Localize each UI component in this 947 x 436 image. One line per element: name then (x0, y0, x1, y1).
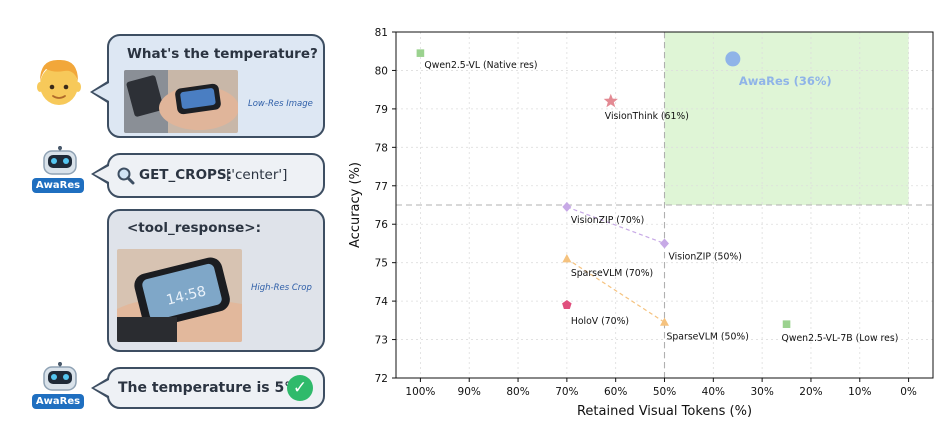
y-tick-label: 81 (375, 27, 388, 39)
x-tick-label: 70% (555, 386, 578, 398)
x-tick-label: 100% (405, 386, 435, 398)
check-icon: ✓ (287, 375, 313, 401)
point-label: SparseVLM (70%) (571, 268, 653, 279)
x-axis-label: Retained Visual Tokens (%) (577, 404, 752, 419)
bubble-tail-fill (94, 380, 109, 396)
point-visionzip-50 (660, 238, 669, 249)
tool-call-bubble: GET_CROPS: ['center'] (107, 153, 325, 198)
low-res-watch-image (124, 70, 238, 133)
point-label: SparseVLM (50%) (667, 331, 749, 342)
point-visionzip-70 (562, 201, 572, 212)
user-question-text: What's the temperature? (127, 46, 318, 62)
x-tick-label: 30% (750, 386, 773, 398)
point-qwen2-5-vl-native-res (416, 49, 425, 57)
y-tick-label: 78 (375, 142, 388, 154)
y-tick-label: 77 (375, 181, 388, 193)
point-qwen2-5-vl-7b-low-res (782, 320, 791, 328)
point-holov-70 (562, 300, 572, 309)
y-tick-label: 80 (375, 65, 388, 77)
bubble-tail-fill (93, 83, 109, 101)
point-label: Qwen2.5-VL (Native res) (424, 60, 537, 71)
y-axis-label: Accuracy (%) (348, 162, 363, 248)
x-tick-label: 0% (900, 386, 917, 398)
x-tick-label: 40% (702, 386, 725, 398)
point-label: VisionThink (61%) (605, 111, 689, 122)
agent-label: AwaRes (32, 394, 84, 409)
connector-line (566, 258, 665, 323)
point-label: VisionZIP (70%) (571, 215, 644, 226)
point-sparsevlm-70 (562, 254, 572, 263)
x-tick-label: 10% (848, 386, 871, 398)
robot-avatar-icon (43, 362, 77, 391)
final-answer-bubble: The temperature is 5°C ✓ (107, 367, 325, 409)
y-tick-label: 72 (375, 373, 388, 385)
robot-avatar-icon (43, 146, 77, 175)
y-tick-label: 73 (375, 335, 388, 347)
point-label: VisionZIP (50%) (669, 251, 742, 262)
x-tick-label: 50% (653, 386, 676, 398)
tool-response-label: <tool_response>: (127, 220, 261, 236)
point-label: AwaRes (36%) (739, 74, 832, 88)
y-tick-label: 75 (375, 258, 388, 270)
user-avatar-icon (37, 59, 81, 105)
tool-call-name: GET_CROPS: (139, 167, 233, 183)
tool-call-arg: ['center'] (226, 167, 288, 183)
point-visionthink-61 (603, 93, 618, 108)
final-answer-text: The temperature is 5°C (118, 380, 302, 396)
y-tick-label: 76 (375, 219, 389, 231)
magnifier-icon (117, 167, 135, 185)
user-question-bubble: What's the temperature? Low-Res Image (107, 34, 325, 138)
low-res-caption: Low-Res Image (248, 99, 313, 109)
point-label: HoloV (70%) (571, 316, 629, 327)
y-tick-label: 79 (375, 104, 388, 116)
highlight-region (664, 32, 909, 205)
x-tick-label: 20% (799, 386, 822, 398)
point-awares-36 (725, 51, 741, 67)
point-sparsevlm-50 (660, 317, 669, 326)
y-tick-label: 74 (375, 296, 389, 308)
x-tick-label: 60% (604, 386, 627, 398)
point-label: Qwen2.5-VL-7B (Low res) (782, 333, 899, 344)
connector-line (566, 206, 665, 245)
tool-response-bubble: <tool_response>: 14:58 High-Res Crop (107, 209, 325, 352)
bubble-tail-fill (94, 166, 109, 182)
high-res-watch-crop: 14:58 (117, 249, 242, 342)
high-res-caption: High-Res Crop (251, 283, 312, 293)
x-tick-label: 80% (506, 386, 529, 398)
x-tick-label: 90% (458, 386, 481, 398)
agent-label: AwaRes (32, 178, 84, 193)
